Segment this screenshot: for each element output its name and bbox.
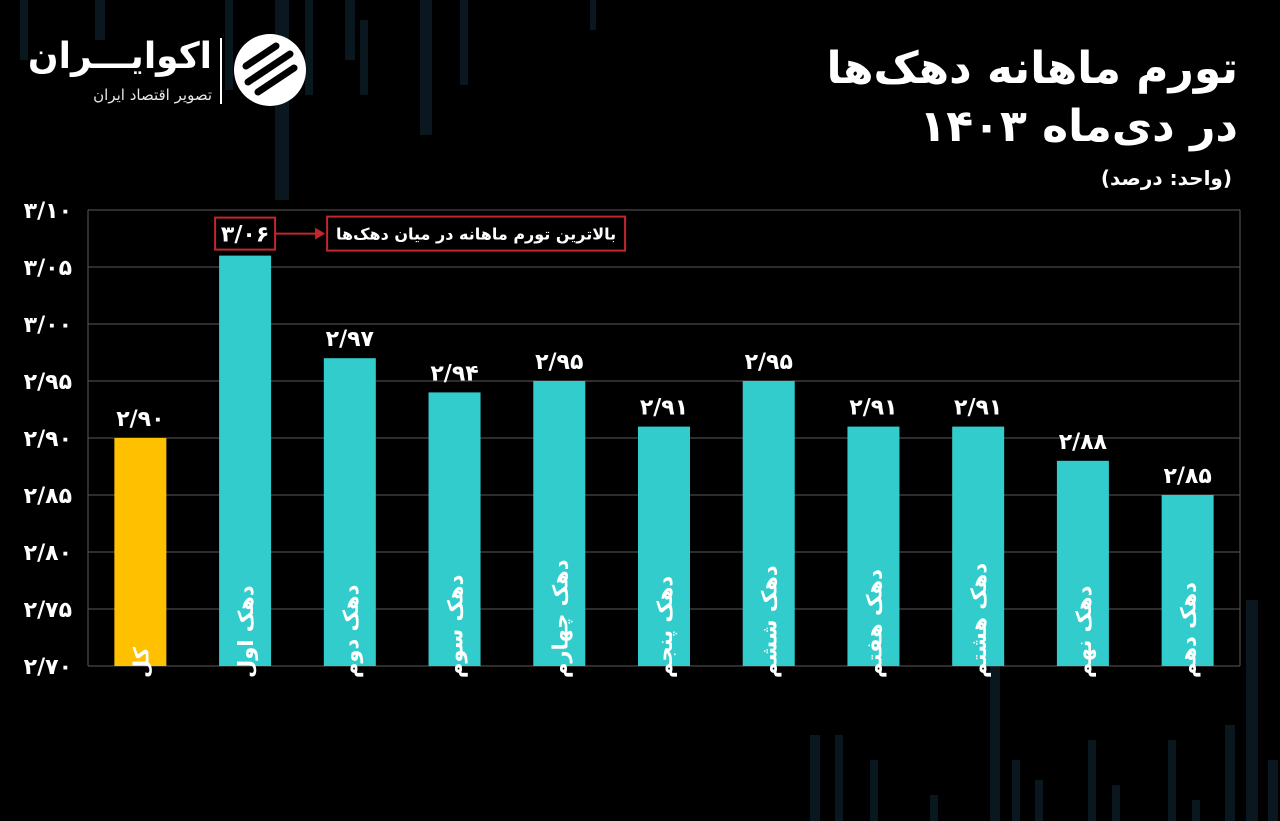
- bar: [1161, 495, 1214, 666]
- x-tick-label: دهک پنجم: [653, 576, 677, 678]
- brand-block: اکوایـــران تصویر اقتصاد ایران: [27, 30, 310, 110]
- y-tick-label: ۲/۷۵: [24, 598, 72, 623]
- data-label: ۲/۸۵: [1163, 464, 1211, 489]
- x-tick-label: دهک هشتم: [967, 563, 991, 678]
- bars: [114, 255, 1214, 666]
- brand-name: اکوایـــران: [27, 36, 213, 77]
- value-labels: ۲/۹۰ ۲/۹۷ ۲/۹۴ ۲/۹۵ ۲/۹۱ ۲/۹۵ ۲/۹۱ ۲/۹۱ ۲/۸۸ ۲/۸۵: [116, 327, 1212, 489]
- bar: [742, 381, 795, 666]
- brand-divider: [220, 38, 222, 104]
- bar: [428, 392, 481, 666]
- x-tick-label: دهک ششم: [758, 565, 782, 678]
- x-tick-label: دهک چهارم: [548, 559, 572, 678]
- x-tick-label: دهک نهم: [1072, 585, 1096, 678]
- ekoiran-logo-icon: [234, 34, 306, 106]
- data-label: ۲/۹۰: [116, 407, 164, 432]
- annotation: ۳/۰۶ بالاترین تورم ماهانه در میان دهک‌ها: [214, 215, 627, 252]
- chart-title: تورم ماهانه دهک‌ها در دی‌ماه ۱۴۰۳: [827, 40, 1239, 156]
- bar: [323, 358, 376, 666]
- data-label: ۲/۹۵: [745, 350, 793, 375]
- data-label: ۲/۹۱: [849, 396, 897, 421]
- bar: [219, 255, 272, 666]
- bar: [533, 381, 586, 666]
- data-label: ۲/۹۷: [326, 327, 375, 352]
- annotation-text-box: [326, 215, 627, 252]
- unit-label: (واحد: درصد): [1100, 166, 1232, 190]
- y-tick-label: ۳/۰۰: [24, 313, 72, 338]
- data-label: ۲/۹۱: [640, 396, 688, 421]
- data-label: ۲/۹۱: [954, 396, 1002, 421]
- bar: [847, 426, 900, 666]
- x-tick-label: دهک دهم: [1177, 582, 1201, 678]
- y-tick-label: ۲/۸۵: [24, 484, 72, 509]
- x-tick-label: کل: [129, 646, 153, 678]
- bar: [1056, 460, 1109, 666]
- data-label: ۲/۹۴: [430, 361, 478, 386]
- y-tick-label: ۳/۱۰: [24, 199, 72, 224]
- data-label: ۳/۰۶: [221, 223, 269, 248]
- annotation-text: بالاترین تورم ماهانه در میان دهک‌ها: [336, 225, 616, 244]
- y-tick-label: ۳/۰۵: [24, 256, 72, 281]
- bar: [638, 426, 690, 666]
- y-tick-label: ۲/۹۵: [24, 370, 72, 395]
- x-tick-label: دهک اول: [234, 585, 258, 678]
- x-tick-label: دهک دوم: [339, 584, 363, 678]
- bar: [952, 426, 1005, 666]
- x-axis-labels: کل دهک اول دهک دوم دهک سوم دهک چهارم دهک پنجم…: [129, 559, 1200, 678]
- y-tick-label: ۲/۷۰: [24, 655, 72, 680]
- chart-title-line1: تورم ماهانه دهک‌ها: [826, 43, 1239, 94]
- bar: [114, 438, 167, 666]
- x-tick-label: دهک سوم: [444, 574, 468, 678]
- data-label: ۲/۸۸: [1059, 430, 1108, 455]
- annotation-arrowhead: [315, 227, 326, 240]
- brand-tagline: تصویر اقتصاد ایران: [93, 86, 212, 104]
- data-label: ۲/۹۵: [535, 350, 583, 375]
- y-axis-ticks: ۳/۱۰ ۳/۰۵ ۳/۰۰ ۲/۹۵ ۲/۹۰ ۲/۸۵ ۲/۸۰ ۲/۷۵ ۲/۷۰: [24, 199, 72, 680]
- x-tick-label: دهک هفتم: [862, 569, 886, 678]
- y-tick-label: ۲/۸۰: [24, 541, 72, 566]
- y-tick-label: ۲/۹۰: [24, 427, 72, 452]
- chart-title-line2: در دی‌ماه ۱۴۰۳: [919, 101, 1238, 152]
